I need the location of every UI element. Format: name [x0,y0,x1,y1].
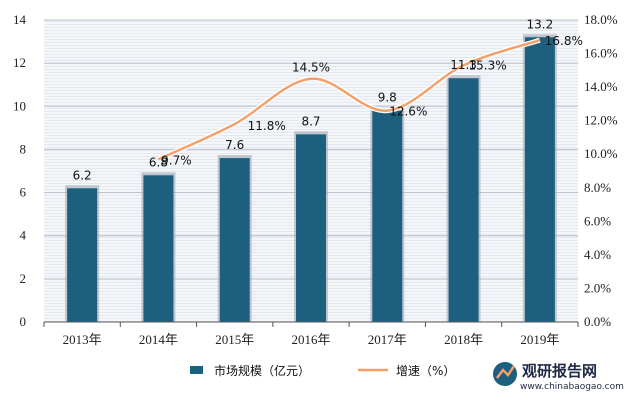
watermark-brand: 观研报告网 [522,362,597,380]
x-tick-label: 2017年 [368,332,407,347]
legend-swatch-bar [190,366,203,374]
bar [448,78,479,322]
y-left-tick-label: 10 [13,98,26,113]
legend-label-bar: 市场规模（亿元） [214,363,310,378]
x-tick-label: 2018年 [444,332,483,347]
bar [372,110,403,322]
y-right-tick-label: 6.0% [584,213,611,228]
bar [296,134,326,322]
data-labels: 6.2 6.8 7.6 8.7 9.8 11.3 13.2 9.7% 11.8% 14.5% 12.… [73,17,583,182]
growth-value-label: 14.5% [292,61,330,75]
growth-value-label: 9.7% [161,153,192,167]
y-right-tick-label: 2.0% [584,280,611,295]
y-right-tick-label: 10.0% [584,146,618,161]
bar [67,188,98,322]
growth-value-label: 12.6% [389,105,427,119]
y-left-tick-label: 0 [20,314,27,329]
growth-line [157,38,541,161]
growth-value-label: 11.8% [248,119,286,133]
axes: 2013年 2014年 2015年 2016年 2017年 2018年 2019年 0 2 4 6 8… [13,12,618,347]
watermark-logo-mark [496,365,516,379]
growth-value-label: 16.8% [545,34,583,48]
y-left-tick-label: 2 [20,271,27,286]
y-left-tick-label: 4 [20,228,27,243]
y-left-tick-label: 12 [13,55,26,70]
x-tick-label: 2015年 [215,332,254,347]
y-right-tick-label: 4.0% [584,247,611,262]
bar-value-label: 9.8 [378,91,397,105]
legend: 市场规模（亿元） 增速（%） [190,363,455,378]
bar [143,175,174,322]
x-tick-label: 2019年 [520,332,559,347]
y-left-tick-label: 14 [13,12,27,27]
x-tick-label: 2014年 [139,332,178,347]
watermark-logo [493,362,517,386]
bar [524,37,555,322]
y-left-tick-label: 8 [20,141,27,156]
growth-value-label: 15.3% [469,58,507,72]
legend-label-line: 增速（%） [396,364,455,378]
bar-value-label: 7.6 [225,138,244,152]
y-right-tick-label: 16.0% [584,46,618,61]
line-series [157,37,541,162]
bar-value-label: 11.3 [450,58,477,72]
bar-value-label: 8.7 [301,114,320,128]
bar-value-label: 13.2 [526,17,553,31]
y-left-tick-label: 6 [20,185,27,200]
bar-value-label: 6.8 [149,155,168,169]
watermark: 观研报告网 www.chinabaogao.com [493,362,624,392]
y-right-tick-label: 8.0% [584,180,611,195]
x-tick-label: 2016年 [291,332,330,347]
watermark-url: www.chinabaogao.com [520,382,624,392]
y-right-tick-label: 18.0% [584,12,618,27]
bar-value-label: 6.2 [73,168,92,182]
y-right-tick-label: 12.0% [584,113,618,128]
y-right-tick-label: 0.0% [584,314,611,329]
bar [219,158,250,322]
x-tick-label: 2013年 [63,332,102,347]
bar-series [65,34,557,322]
y-right-tick-label: 14.0% [584,79,618,94]
